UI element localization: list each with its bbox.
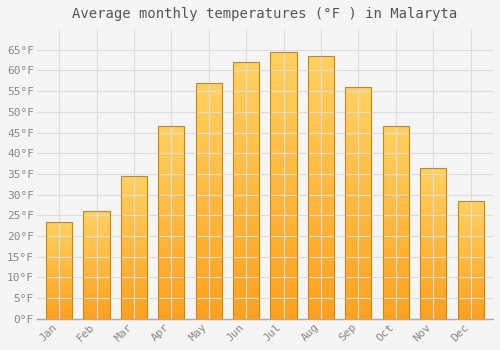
Bar <box>270 52 296 319</box>
Bar <box>46 222 72 319</box>
Bar <box>308 56 334 319</box>
Bar <box>420 168 446 319</box>
Bar <box>121 176 147 319</box>
Bar <box>158 126 184 319</box>
Bar <box>382 126 409 319</box>
Bar <box>233 62 260 319</box>
Bar <box>84 211 110 319</box>
Bar <box>196 83 222 319</box>
Bar <box>458 201 483 319</box>
Bar <box>346 87 372 319</box>
Title: Average monthly temperatures (°F ) in Malaryta: Average monthly temperatures (°F ) in Ma… <box>72 7 458 21</box>
